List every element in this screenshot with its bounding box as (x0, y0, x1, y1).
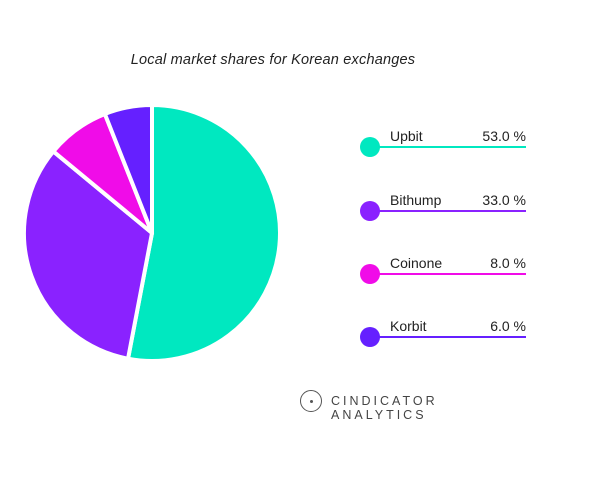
legend-label-coinone: Coinone (390, 255, 443, 271)
legend-label-korbit: Korbit (390, 318, 427, 334)
legend-label-upbit: Upbit (390, 128, 423, 144)
legend-item-coinone: Coinone 8.0 % (360, 255, 526, 289)
legend-label-bithump: Bithump (390, 192, 442, 208)
pie-slice-upbit (126, 103, 282, 363)
pie-slice-korbit (102, 103, 154, 235)
legend-line-korbit (370, 336, 526, 338)
legend-item-korbit: Korbit 6.0 % (360, 318, 526, 352)
legend-value-bithump: 33.0 % (482, 192, 526, 208)
pie-slice-bithump (22, 149, 154, 361)
legend-line-coinone (370, 273, 526, 275)
legend-value-coinone: 8.0 % (490, 255, 526, 271)
brand-footer: CINDICATOR ANALYTICS (300, 390, 530, 422)
cindicator-logo-icon (300, 390, 322, 412)
legend-value-korbit: 6.0 % (490, 318, 526, 334)
legend-item-bithump: Bithump 33.0 % (360, 192, 526, 226)
chart-title: Local market shares for Korean exchanges (130, 52, 416, 68)
legend-value-upbit: 53.0 % (482, 128, 526, 144)
legend-line-upbit (370, 146, 526, 148)
legend-item-upbit: Upbit 53.0 % (360, 128, 526, 162)
brand-name: CINDICATOR ANALYTICS (331, 394, 438, 422)
legend-line-bithump (370, 210, 526, 212)
